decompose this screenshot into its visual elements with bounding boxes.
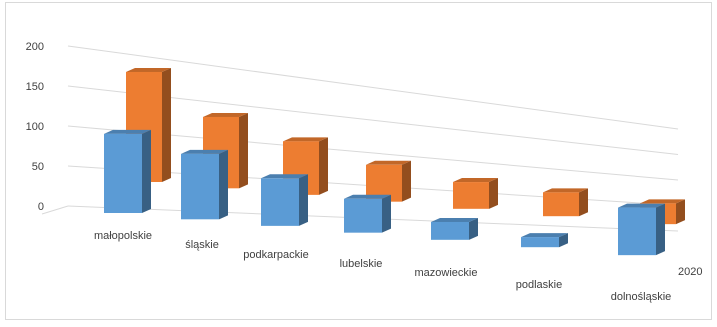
bar-front-dolnośląskie: [618, 203, 665, 256]
bar-2020-podlaskie-side: [579, 188, 588, 217]
y-tick-label-150: 150: [26, 81, 44, 93]
bar-front-podlaskie-side: [559, 233, 568, 248]
series-labels: 2020: [678, 266, 702, 278]
bar-2020-podlaskie: [543, 188, 588, 217]
y-tick-label-200: 200: [26, 41, 44, 53]
bar-front-mazowieckie-front: [431, 221, 469, 240]
bar-front-lubelskie-side: [382, 194, 391, 233]
category-label-4: mazowieckie: [415, 267, 478, 279]
bar-2020-mazowieckie-top: [453, 178, 498, 183]
bar-front-lubelskie-front: [344, 198, 382, 233]
bar-front-dolnośląskie-top: [618, 203, 665, 208]
bar-front-śląskie-front: [181, 153, 219, 220]
bar-2020-mazowieckie-front: [453, 182, 489, 209]
bar-front-mazowieckie-side: [469, 217, 478, 240]
category-label-0: małopolskie: [94, 230, 152, 242]
bar-2020-śląskie-side: [239, 112, 248, 189]
chart-canvas: 0 50 100 150 200 małopolskie śląskie podkarpac…: [26, 41, 703, 303]
category-label-2: podkarpackie: [243, 249, 308, 261]
bar-front-małopolskie-front: [104, 133, 142, 213]
bar-front-podkarpackie-front: [261, 178, 299, 226]
bar-front-małopolskie-top: [104, 129, 151, 134]
bar-2020-podlaskie-front: [543, 192, 579, 217]
y-tick-label-50: 50: [32, 161, 44, 173]
bar-front-lubelskie-top: [344, 194, 391, 199]
category-label-5: podlaskie: [516, 279, 562, 291]
category-labels: małopolskie śląskie podkarpackie lubelskie m…: [94, 230, 671, 303]
bar-front-podkarpackie-top: [261, 174, 308, 179]
bar-2020-podkarpackie-top: [283, 137, 328, 142]
category-label-3: lubelskie: [340, 258, 383, 270]
bar-2020-lubelskie-top: [366, 160, 411, 165]
bar-2020-małopolskie-side: [162, 67, 171, 182]
bar-2020-dolnośląskie-side: [676, 199, 685, 225]
bar-front-mazowieckie: [431, 217, 478, 240]
series-front-bars: [104, 129, 665, 256]
y-tick-label-100: 100: [26, 121, 44, 133]
y-axis-ticks: 0 50 100 150 200: [26, 41, 44, 213]
y-tick-label-0: 0: [38, 201, 44, 213]
bar-2020-małopolskie-top: [126, 67, 171, 72]
bar-2020-śląskie-top: [203, 112, 248, 117]
bar-2020-mazowieckie: [453, 178, 498, 209]
bar-front-podlaskie-top: [521, 233, 568, 238]
bar-front-małopolskie-side: [142, 129, 151, 213]
bar-front-podkarpackie: [261, 174, 308, 226]
bar-2020-dolnośląskie-top: [640, 199, 685, 204]
bar-front-dolnośląskie-front: [618, 207, 656, 256]
bar-front-podlaskie: [521, 233, 568, 248]
bar-front-małopolskie: [104, 129, 151, 213]
chart-frame: 0 50 100 150 200 małopolskie śląskie podkarpac…: [5, 2, 712, 320]
series-label-2020: 2020: [678, 266, 702, 278]
bar-front-śląskie-side: [219, 149, 228, 220]
bar-front-mazowieckie-top: [431, 217, 478, 222]
bar-2020-mazowieckie-side: [489, 178, 498, 209]
category-label-1: śląskie: [185, 239, 219, 251]
bar-front-podlaskie-front: [521, 237, 559, 248]
bar-front-śląskie: [181, 149, 228, 220]
gridline-200: [67, 45, 679, 130]
bar-front-dolnośląskie-side: [656, 203, 665, 256]
bar-front-podkarpackie-side: [299, 174, 308, 226]
bar-front-lubelskie: [344, 194, 391, 233]
bar-2020-podkarpackie-side: [319, 137, 328, 195]
bar-2020-podlaskie-top: [543, 188, 588, 193]
bar-2020-lubelskie-side: [402, 160, 411, 202]
floor-edge-left: [41, 205, 69, 215]
category-label-6: dolnośląskie: [611, 291, 672, 303]
bar-front-śląskie-top: [181, 149, 228, 154]
